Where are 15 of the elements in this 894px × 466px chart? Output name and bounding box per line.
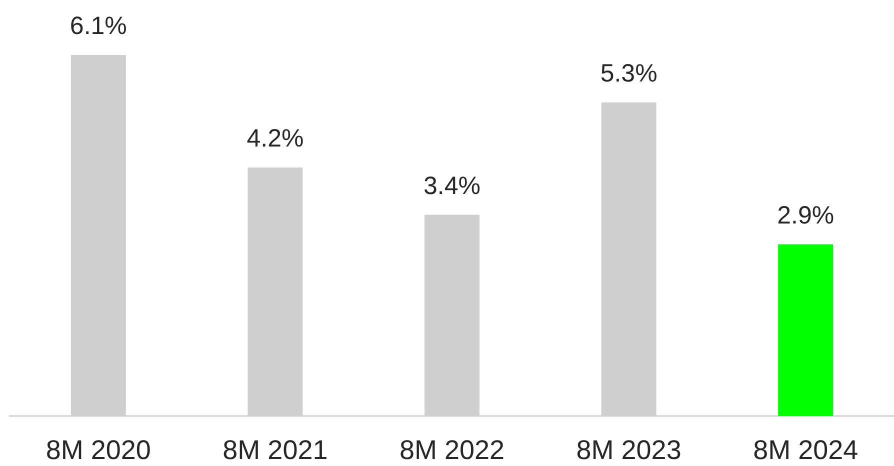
data-label: 5.3% [600,59,658,88]
data-label: 3.4% [424,172,480,200]
bar [601,102,656,416]
bar [70,55,126,416]
x-tick-label: 8M 2022 [399,434,505,465]
data-label: 2.9% [777,201,834,230]
bar [778,244,834,416]
x-tick-label: 8M 2020 [46,434,151,465]
x-tick-label: 8M 2024 [753,434,858,465]
x-tick-label: 8M 2023 [576,434,682,465]
x-tick-label: 8M 2021 [222,434,328,465]
data-label: 4.2% [246,124,304,152]
bar [248,167,303,416]
data-label: 6.1% [70,12,127,40]
bar [424,214,480,416]
